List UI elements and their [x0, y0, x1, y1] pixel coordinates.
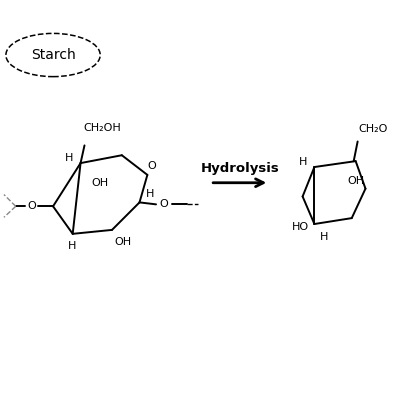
Text: Starch: Starch — [31, 48, 75, 62]
Text: H: H — [68, 241, 76, 252]
Text: H: H — [299, 157, 308, 167]
Text: OH: OH — [92, 178, 109, 188]
Text: OH: OH — [347, 176, 364, 186]
Text: O: O — [160, 199, 168, 209]
Text: H: H — [320, 231, 329, 242]
Text: HO: HO — [292, 222, 309, 232]
Text: H: H — [146, 189, 154, 199]
Text: H: H — [64, 153, 73, 163]
Text: O: O — [148, 161, 156, 171]
Text: OH: OH — [114, 237, 131, 248]
Text: Hydrolysis: Hydrolysis — [200, 162, 279, 175]
Text: CH₂O: CH₂O — [359, 124, 388, 134]
Text: O: O — [27, 201, 36, 211]
Text: CH₂OH: CH₂OH — [83, 123, 121, 133]
